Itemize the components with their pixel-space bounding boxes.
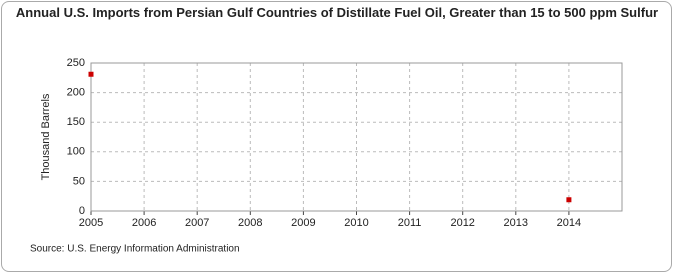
x-tick-label: 2010 (344, 217, 368, 229)
frame (1, 1, 672, 272)
x-tick-label: 2007 (185, 217, 209, 229)
x-tick-label: 2009 (291, 217, 315, 229)
x-tick-label: 2005 (79, 217, 103, 229)
x-tick-label: 2012 (450, 217, 474, 229)
x-tick-label: 2011 (398, 217, 422, 229)
point (88, 71, 94, 77)
y-axis-label: Thousand Barrels (40, 93, 52, 180)
plot-border (90, 62, 623, 212)
x-tick-label: 2008 (238, 217, 262, 229)
x-tick-label: 2006 (132, 217, 156, 229)
point (566, 197, 572, 203)
y-tick-label: 200 (67, 87, 85, 99)
x-tick-label: 2014 (557, 217, 581, 229)
source: Source: U.S. Energy Information Administ… (30, 244, 240, 255)
y-tick-label: 0 (79, 205, 85, 217)
y-tick-label: 150 (67, 116, 85, 128)
x-tick-label: 2013 (504, 217, 528, 229)
chart-title: Annual U.S. Imports from Persian Gulf Co… (15, 5, 659, 20)
y-tick-label: 50 (73, 175, 85, 187)
y-tick-label: 250 (67, 57, 85, 69)
y-tick-label: 100 (67, 146, 85, 158)
